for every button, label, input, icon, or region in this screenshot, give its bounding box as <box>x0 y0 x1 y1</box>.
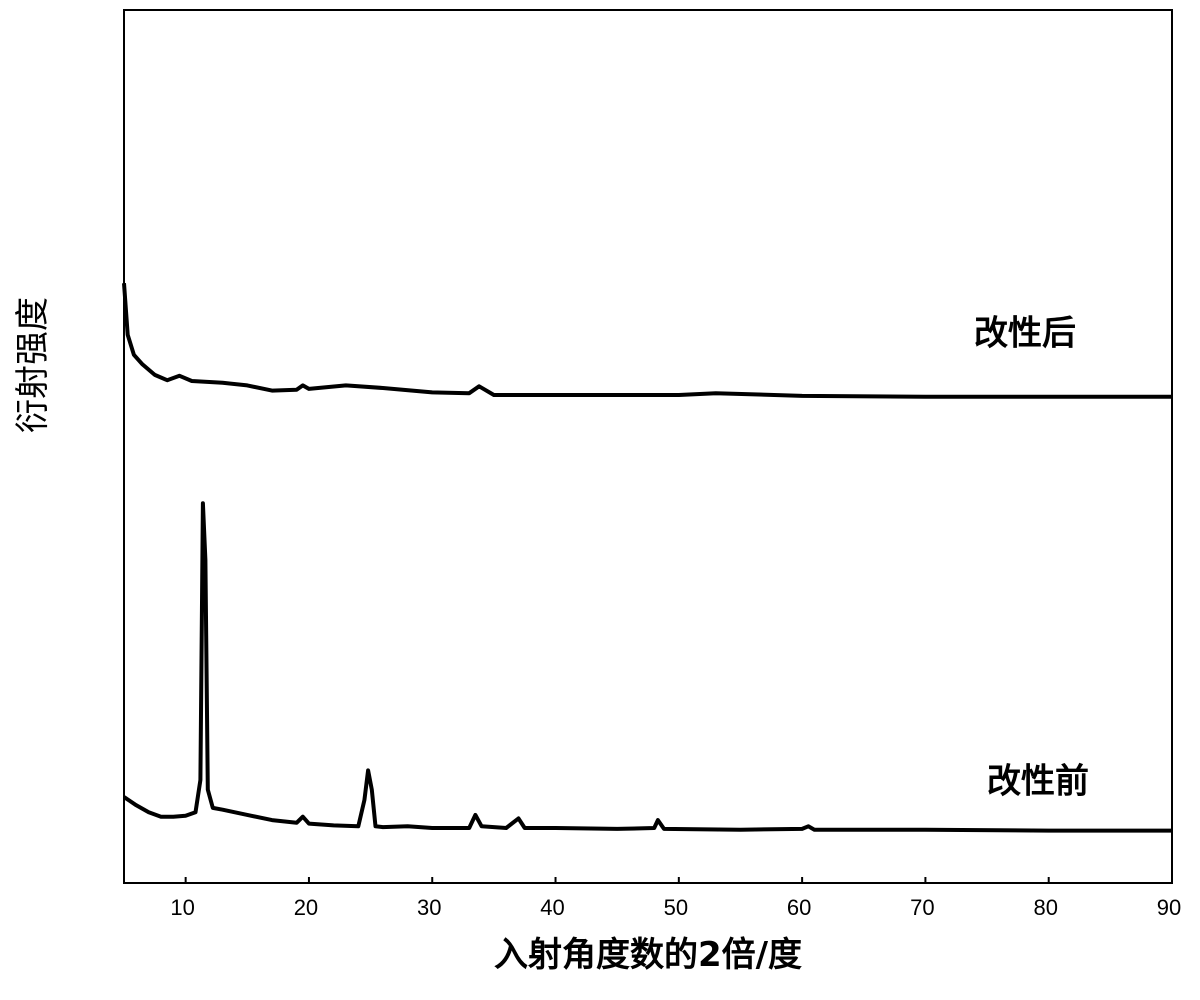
x-tick-label: 50 <box>664 895 688 920</box>
x-tick-label: 40 <box>540 895 564 920</box>
series-label: 改性后 <box>974 314 1076 354</box>
x-tick-label: 60 <box>787 895 811 920</box>
x-tick-label: 10 <box>170 895 194 920</box>
x-tick-label: 80 <box>1033 895 1057 920</box>
x-tick-label: 30 <box>417 895 441 920</box>
series-line <box>122 501 1172 833</box>
x-tick-label: 90 <box>1157 895 1181 920</box>
x-axis-title: 入射角度数的2倍/度 <box>494 935 802 975</box>
series-label: 改性前 <box>987 762 1089 802</box>
x-tick-label: 20 <box>294 895 318 920</box>
x-tick-label: 70 <box>910 895 934 920</box>
series-line <box>122 283 1172 399</box>
y-axis-title: 衍射强度 <box>13 297 53 433</box>
plot-frame <box>123 9 1173 884</box>
